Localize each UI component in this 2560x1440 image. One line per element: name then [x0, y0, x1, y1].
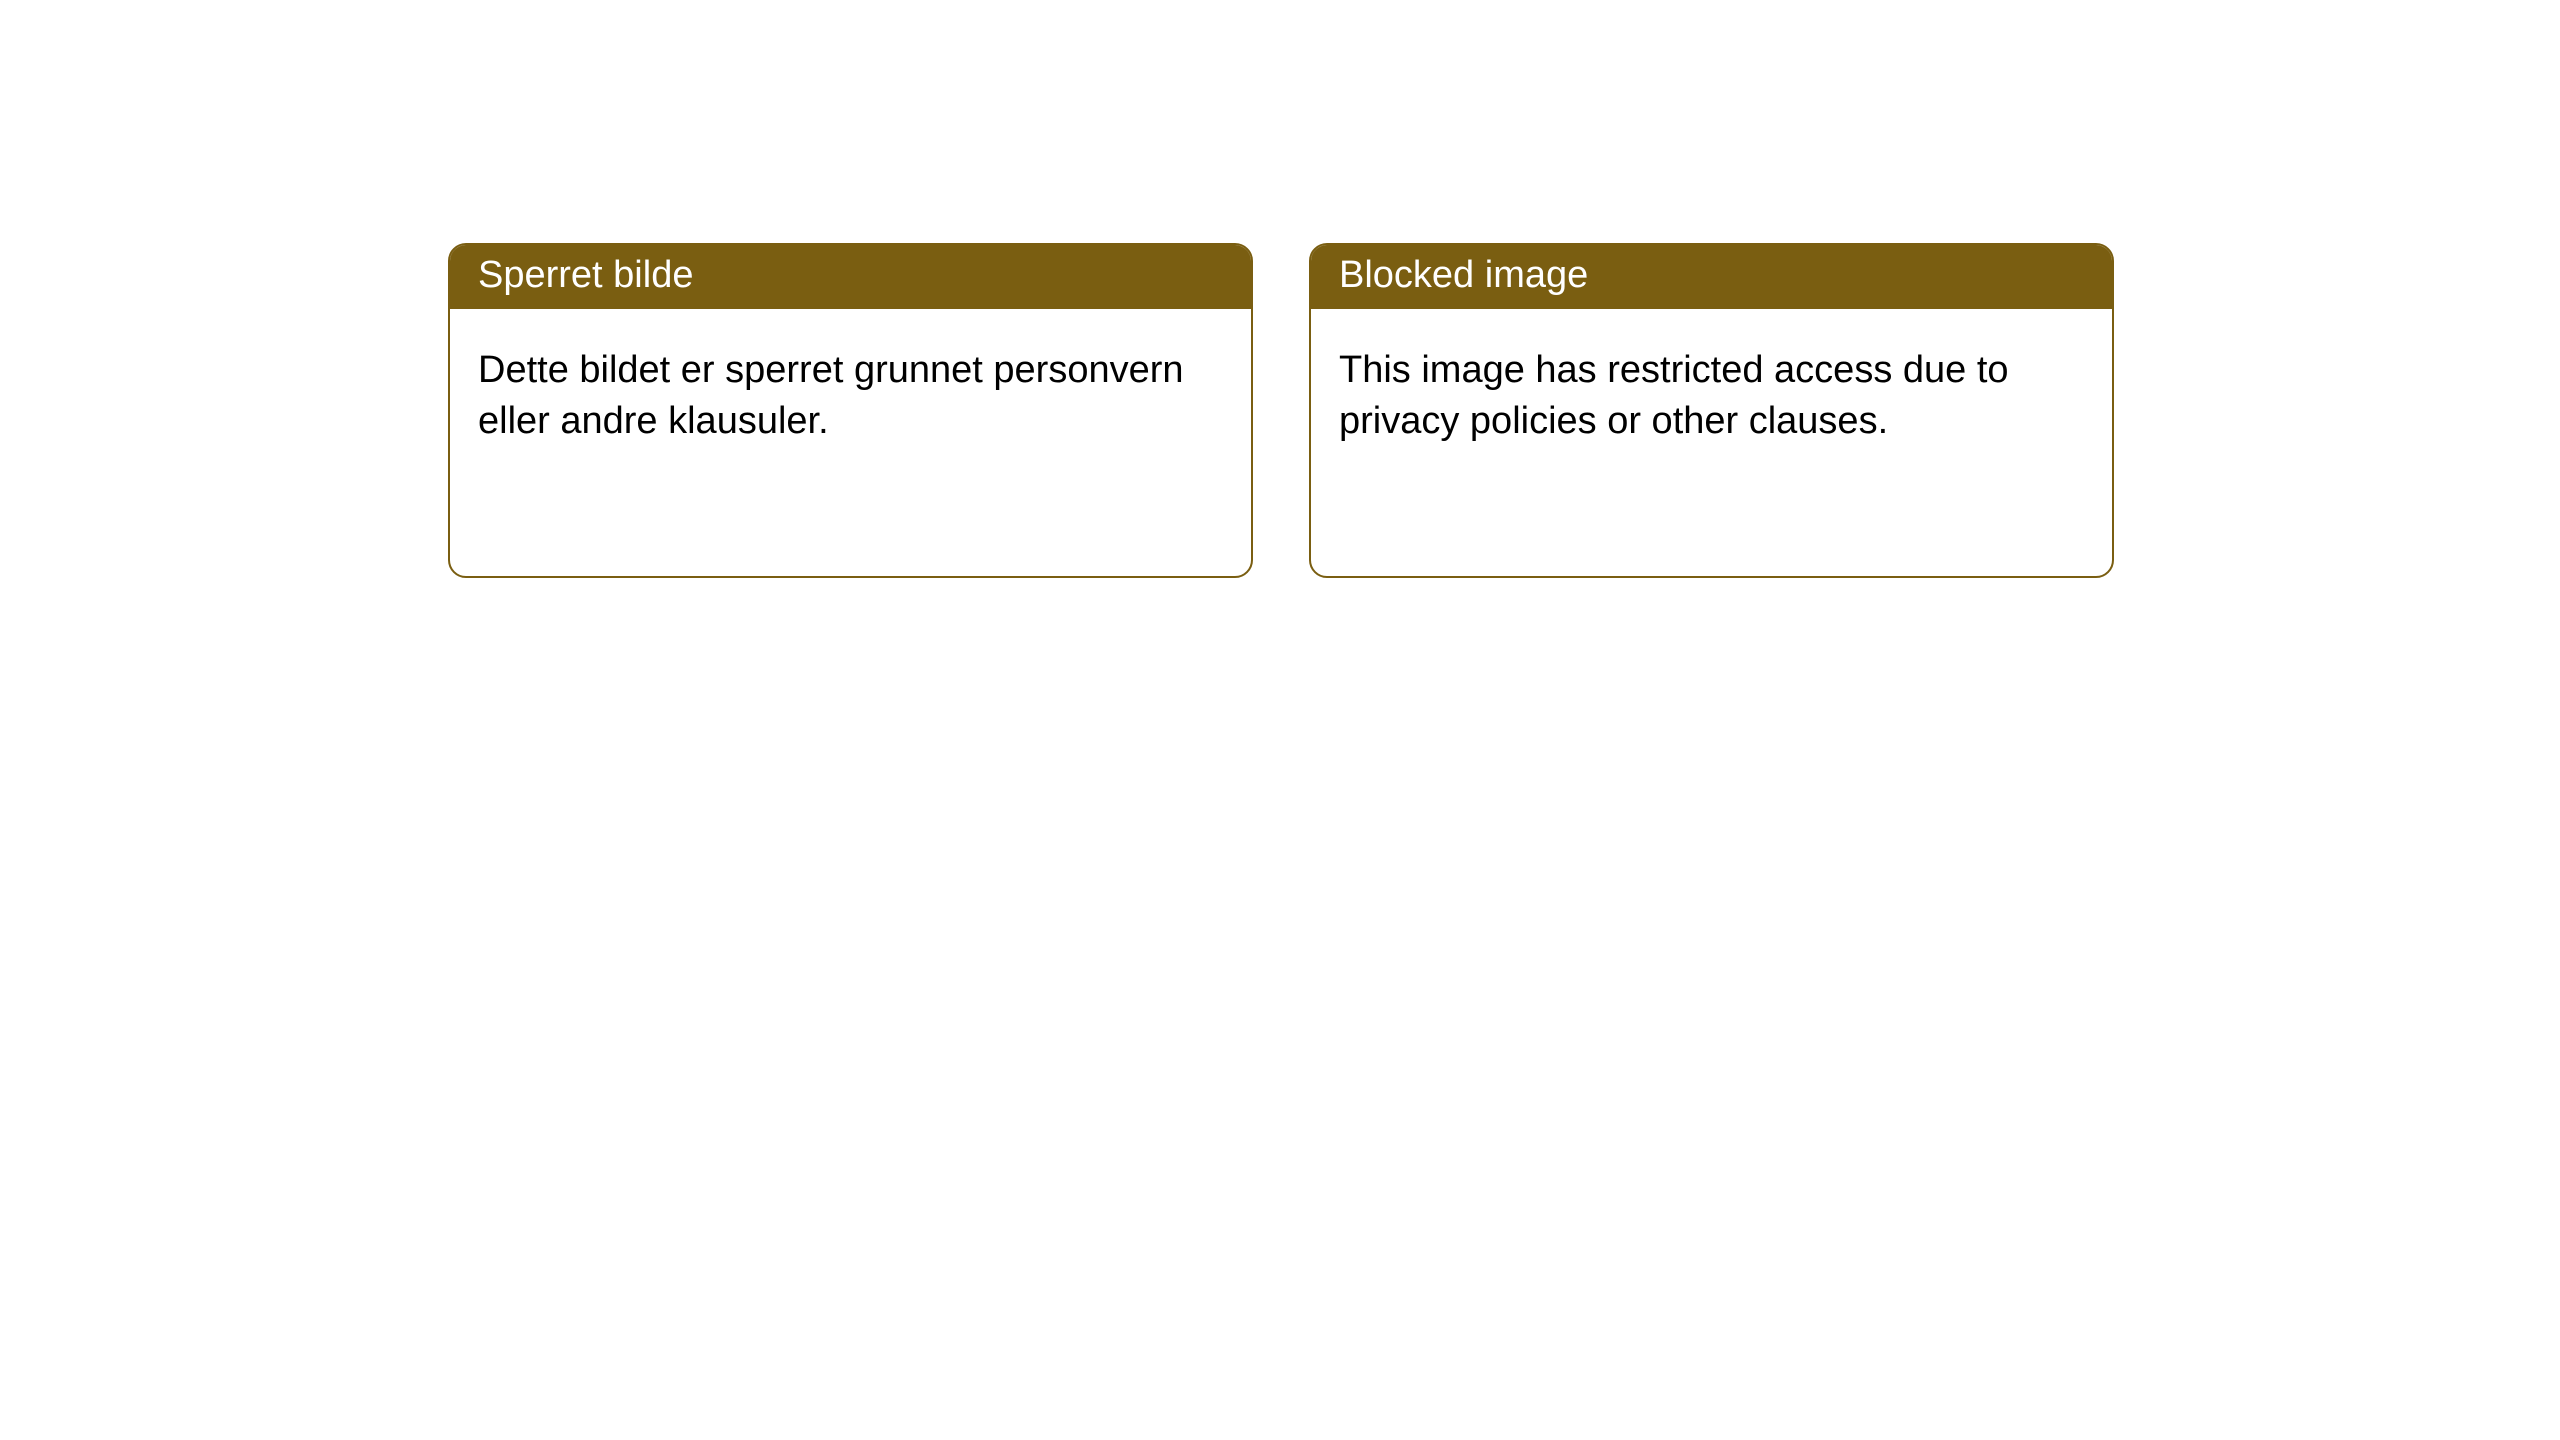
- notice-card-english: Blocked image This image has restricted …: [1309, 243, 2114, 578]
- card-body: Dette bildet er sperret grunnet personve…: [450, 309, 1251, 476]
- card-body: This image has restricted access due to …: [1311, 309, 2112, 476]
- card-title: Sperret bilde: [478, 254, 693, 296]
- card-message: This image has restricted access due to …: [1339, 349, 2009, 442]
- card-title: Blocked image: [1339, 254, 1588, 296]
- notice-card-norwegian: Sperret bilde Dette bildet er sperret gr…: [448, 243, 1253, 578]
- notice-container: Sperret bilde Dette bildet er sperret gr…: [0, 0, 2560, 578]
- card-header: Sperret bilde: [450, 245, 1251, 309]
- card-message: Dette bildet er sperret grunnet personve…: [478, 349, 1184, 442]
- card-header: Blocked image: [1311, 245, 2112, 309]
